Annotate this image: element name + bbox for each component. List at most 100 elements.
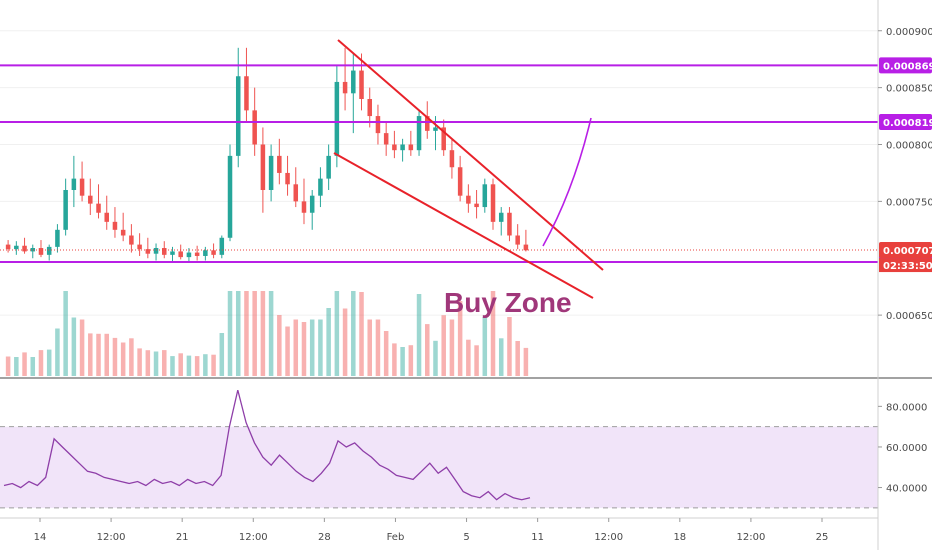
- candle[interactable]: [367, 87, 372, 128]
- candle[interactable]: [186, 248, 192, 262]
- horizontal-levels[interactable]: [0, 64, 878, 264]
- volume-bar: [252, 291, 257, 376]
- volume-bar: [383, 331, 389, 376]
- candle[interactable]: [490, 178, 496, 230]
- candle[interactable]: [63, 178, 68, 236]
- time-tick-label: 12:00: [594, 532, 623, 543]
- candle[interactable]: [46, 244, 52, 261]
- rsi-line[interactable]: [3, 389, 531, 501]
- candle[interactable]: [235, 47, 241, 168]
- candle[interactable]: [104, 195, 109, 230]
- level-label: 0.0008696: [883, 61, 932, 72]
- candle[interactable]: [285, 155, 290, 196]
- candle[interactable]: [79, 161, 85, 202]
- candle[interactable]: [318, 167, 323, 208]
- candle[interactable]: [244, 47, 249, 122]
- time-axis[interactable]: 14 12:00 21 12:00 28 Feb 5 11 12:00 18 12:00 25: [0, 517, 878, 543]
- volume-bar: [408, 345, 414, 376]
- candle[interactable]: [498, 207, 504, 236]
- candle[interactable]: [153, 243, 159, 261]
- candle[interactable]: [5, 240, 11, 253]
- candle[interactable]: [359, 53, 364, 111]
- candle[interactable]: [14, 241, 19, 255]
- candle[interactable]: [129, 224, 134, 253]
- candle[interactable]: [309, 190, 315, 230]
- candle[interactable]: [515, 224, 520, 250]
- candle[interactable]: [203, 246, 208, 261]
- volume-bar: [219, 333, 225, 376]
- volume-bar: [523, 347, 529, 376]
- candlesticks[interactable]: [5, 47, 529, 262]
- candle[interactable]: [482, 178, 488, 213]
- volume-bar: [137, 348, 142, 376]
- candle[interactable]: [392, 130, 397, 159]
- time-tick-label: 11: [531, 532, 544, 543]
- volume-bar: [14, 357, 19, 376]
- candle[interactable]: [71, 155, 77, 208]
- candle[interactable]: [30, 244, 36, 259]
- volume-bar: [441, 315, 446, 376]
- candle[interactable]: [170, 246, 175, 262]
- price-tick-label: 0.0006500: [886, 311, 932, 322]
- candle[interactable]: [178, 244, 183, 260]
- candle[interactable]: [326, 144, 331, 191]
- time-tick-label: 12:00: [736, 532, 765, 543]
- price-gridlines: [0, 30, 878, 316]
- candle[interactable]: [55, 224, 60, 253]
- upper-wedge-line[interactable]: [337, 39, 604, 271]
- candle[interactable]: [408, 130, 414, 156]
- lower-wedge-line[interactable]: [333, 152, 594, 299]
- candle[interactable]: [507, 207, 512, 242]
- candle[interactable]: [38, 240, 44, 258]
- candle[interactable]: [120, 212, 126, 242]
- candle[interactable]: [277, 138, 282, 185]
- candle[interactable]: [342, 47, 348, 111]
- candle[interactable]: [466, 184, 471, 213]
- last-price-label: 0.0007072: [883, 246, 932, 257]
- candle[interactable]: [219, 235, 225, 259]
- candle[interactable]: [22, 237, 27, 254]
- candle[interactable]: [211, 243, 216, 259]
- candle[interactable]: [162, 241, 167, 259]
- volume-bar: [268, 291, 274, 376]
- candle[interactable]: [383, 121, 389, 156]
- candle[interactable]: [293, 167, 299, 208]
- candle[interactable]: [227, 144, 233, 242]
- volume-bar: [96, 333, 101, 376]
- candle[interactable]: [334, 64, 340, 168]
- volume-bar: [260, 291, 266, 376]
- trendlines[interactable]: [333, 39, 604, 299]
- volume-bar: [5, 356, 11, 376]
- candle[interactable]: [523, 229, 529, 252]
- candle[interactable]: [457, 155, 463, 202]
- candle[interactable]: [268, 144, 274, 202]
- candle[interactable]: [301, 178, 307, 225]
- candle[interactable]: [145, 237, 151, 259]
- candle[interactable]: [260, 127, 266, 213]
- volume-bar: [474, 345, 479, 376]
- volume-bar: [482, 317, 488, 376]
- candle[interactable]: [96, 184, 101, 219]
- candle[interactable]: [112, 207, 118, 238]
- candle[interactable]: [416, 110, 422, 156]
- volume-bar: [46, 349, 52, 376]
- rsi-pane[interactable]: [0, 377, 932, 509]
- candle[interactable]: [375, 104, 381, 145]
- candle[interactable]: [351, 53, 356, 134]
- candle[interactable]: [441, 119, 446, 156]
- price-pane[interactable]: Buy Zone: [0, 0, 878, 378]
- candle[interactable]: [137, 233, 142, 256]
- time-tick-label: 25: [816, 532, 829, 543]
- candle[interactable]: [449, 138, 455, 179]
- time-tick-label: 12:00: [97, 532, 126, 543]
- candle[interactable]: [400, 138, 405, 162]
- candle[interactable]: [474, 190, 479, 219]
- volume-bar: [55, 328, 60, 376]
- projection-arc[interactable]: [542, 117, 592, 247]
- candle[interactable]: [194, 245, 200, 261]
- candle[interactable]: [88, 178, 93, 216]
- candle[interactable]: [425, 101, 430, 139]
